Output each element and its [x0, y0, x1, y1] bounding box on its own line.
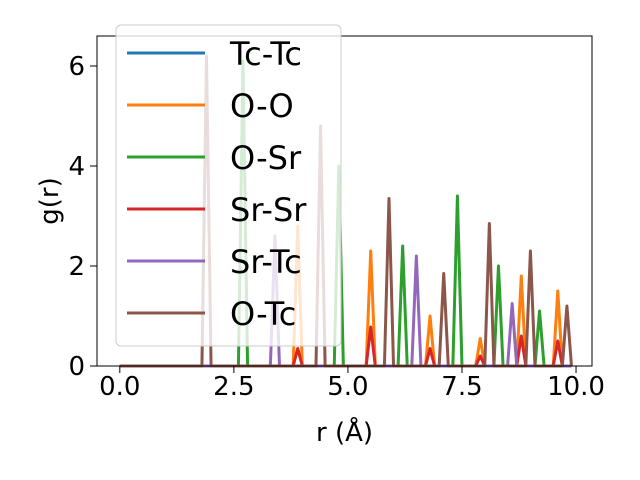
x-tick-label: 2.5 [213, 372, 254, 402]
x-tick-label: 5.0 [327, 372, 368, 402]
legend-label: O-Sr [230, 139, 302, 177]
plot-frame [96, 35, 593, 367]
legend-label: Sr-Sr [230, 191, 307, 229]
legend-label: O-O [230, 87, 294, 125]
x-axis-label: r (Å) [316, 416, 373, 448]
y-axis-ticks: 0 2 4 6 [68, 52, 97, 382]
legend-label: Sr-Tc [230, 243, 302, 281]
legend-label: O-Tc [230, 295, 296, 333]
legend-label: Tc-Tc [229, 35, 302, 73]
y-tick-label: 0 [68, 352, 85, 382]
y-tick-label: 4 [68, 152, 85, 182]
legend: Tc-Tc O-O O-Sr Sr-Sr Sr-Tc O-Tc [115, 24, 342, 347]
x-tick-label: 0.0 [99, 372, 140, 402]
y-axis-label: g(r) [35, 177, 65, 224]
y-tick-label: 6 [68, 52, 85, 82]
x-axis-ticks: 0.0 2.5 5.0 7.5 10.0 [99, 366, 605, 402]
x-tick-label: 7.5 [441, 372, 482, 402]
y-tick-label: 2 [68, 252, 85, 282]
x-tick-label: 10.0 [547, 372, 605, 402]
legend-box [115, 24, 342, 347]
